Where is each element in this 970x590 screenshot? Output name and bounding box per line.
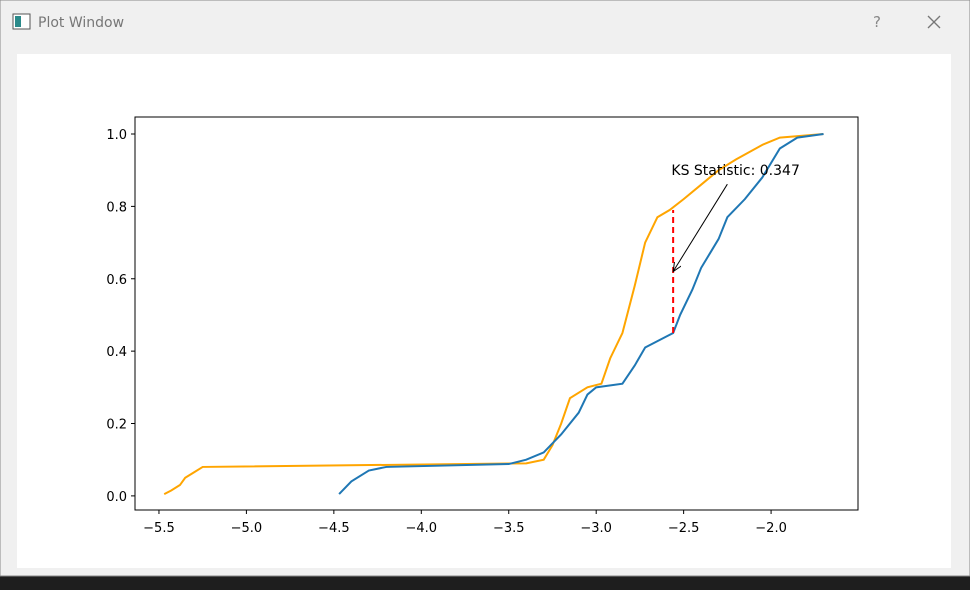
- close-button[interactable]: [927, 15, 941, 29]
- cdf-line: [338, 133, 824, 495]
- x-tick-label: −3.5: [493, 521, 525, 536]
- x-tick-label: −5.0: [231, 521, 263, 536]
- x-tick-label: −3.0: [580, 521, 612, 536]
- y-tick-label: 1.0: [106, 128, 127, 143]
- x-tick-label: −2.0: [755, 521, 787, 536]
- annotation-arrow: [673, 183, 728, 271]
- y-tick-label: 0.0: [106, 490, 127, 505]
- x-tick-label: −4.5: [318, 521, 350, 536]
- annotation-text: KS Statistic: 0.347: [671, 163, 799, 179]
- plot-canvas: [17, 54, 951, 568]
- help-button[interactable]: ?: [873, 13, 881, 31]
- x-tick-label: −5.5: [143, 521, 175, 536]
- y-tick-label: 0.6: [106, 273, 127, 288]
- x-tick-label: −4.0: [406, 521, 438, 536]
- y-tick-label: 0.2: [106, 418, 127, 433]
- x-tick-label: −2.5: [668, 521, 700, 536]
- y-tick-label: 0.4: [106, 345, 127, 360]
- cdf-line: [163, 133, 824, 495]
- window-title: Plot Window: [38, 15, 124, 31]
- y-tick-label: 0.8: [106, 200, 127, 215]
- axes-frame: [134, 116, 859, 511]
- window-icon-part: [15, 16, 21, 27]
